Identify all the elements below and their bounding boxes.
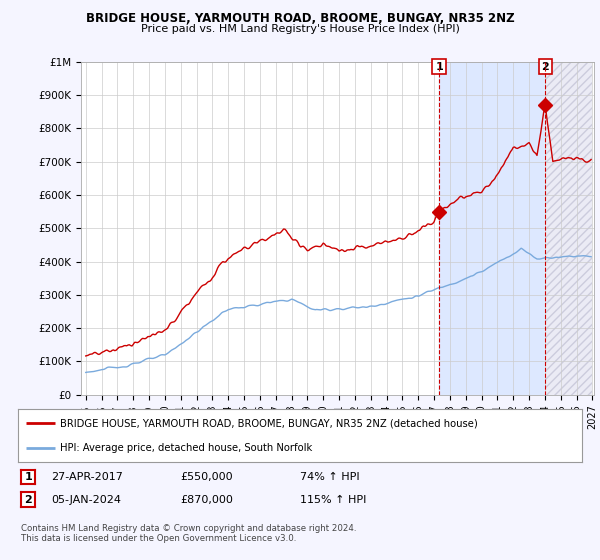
Text: Contains HM Land Registry data © Crown copyright and database right 2024.
This d: Contains HM Land Registry data © Crown c… — [21, 524, 356, 543]
Text: HPI: Average price, detached house, South Norfolk: HPI: Average price, detached house, Sout… — [60, 442, 313, 452]
Text: 74% ↑ HPI: 74% ↑ HPI — [300, 472, 359, 482]
Text: £550,000: £550,000 — [180, 472, 233, 482]
Text: Price paid vs. HM Land Registry's House Price Index (HPI): Price paid vs. HM Land Registry's House … — [140, 24, 460, 34]
Text: 1: 1 — [25, 472, 32, 482]
Bar — [439, 62, 545, 395]
Text: 115% ↑ HPI: 115% ↑ HPI — [300, 494, 367, 505]
Bar — [545, 62, 592, 395]
Text: £870,000: £870,000 — [180, 494, 233, 505]
Text: 27-APR-2017: 27-APR-2017 — [51, 472, 123, 482]
Text: 2: 2 — [25, 494, 32, 505]
Bar — [545, 62, 592, 395]
Text: 1: 1 — [435, 62, 443, 72]
Text: BRIDGE HOUSE, YARMOUTH ROAD, BROOME, BUNGAY, NR35 2NZ: BRIDGE HOUSE, YARMOUTH ROAD, BROOME, BUN… — [86, 12, 514, 25]
Text: 2: 2 — [541, 62, 549, 72]
Text: 05-JAN-2024: 05-JAN-2024 — [51, 494, 121, 505]
Text: BRIDGE HOUSE, YARMOUTH ROAD, BROOME, BUNGAY, NR35 2NZ (detached house): BRIDGE HOUSE, YARMOUTH ROAD, BROOME, BUN… — [60, 418, 478, 428]
